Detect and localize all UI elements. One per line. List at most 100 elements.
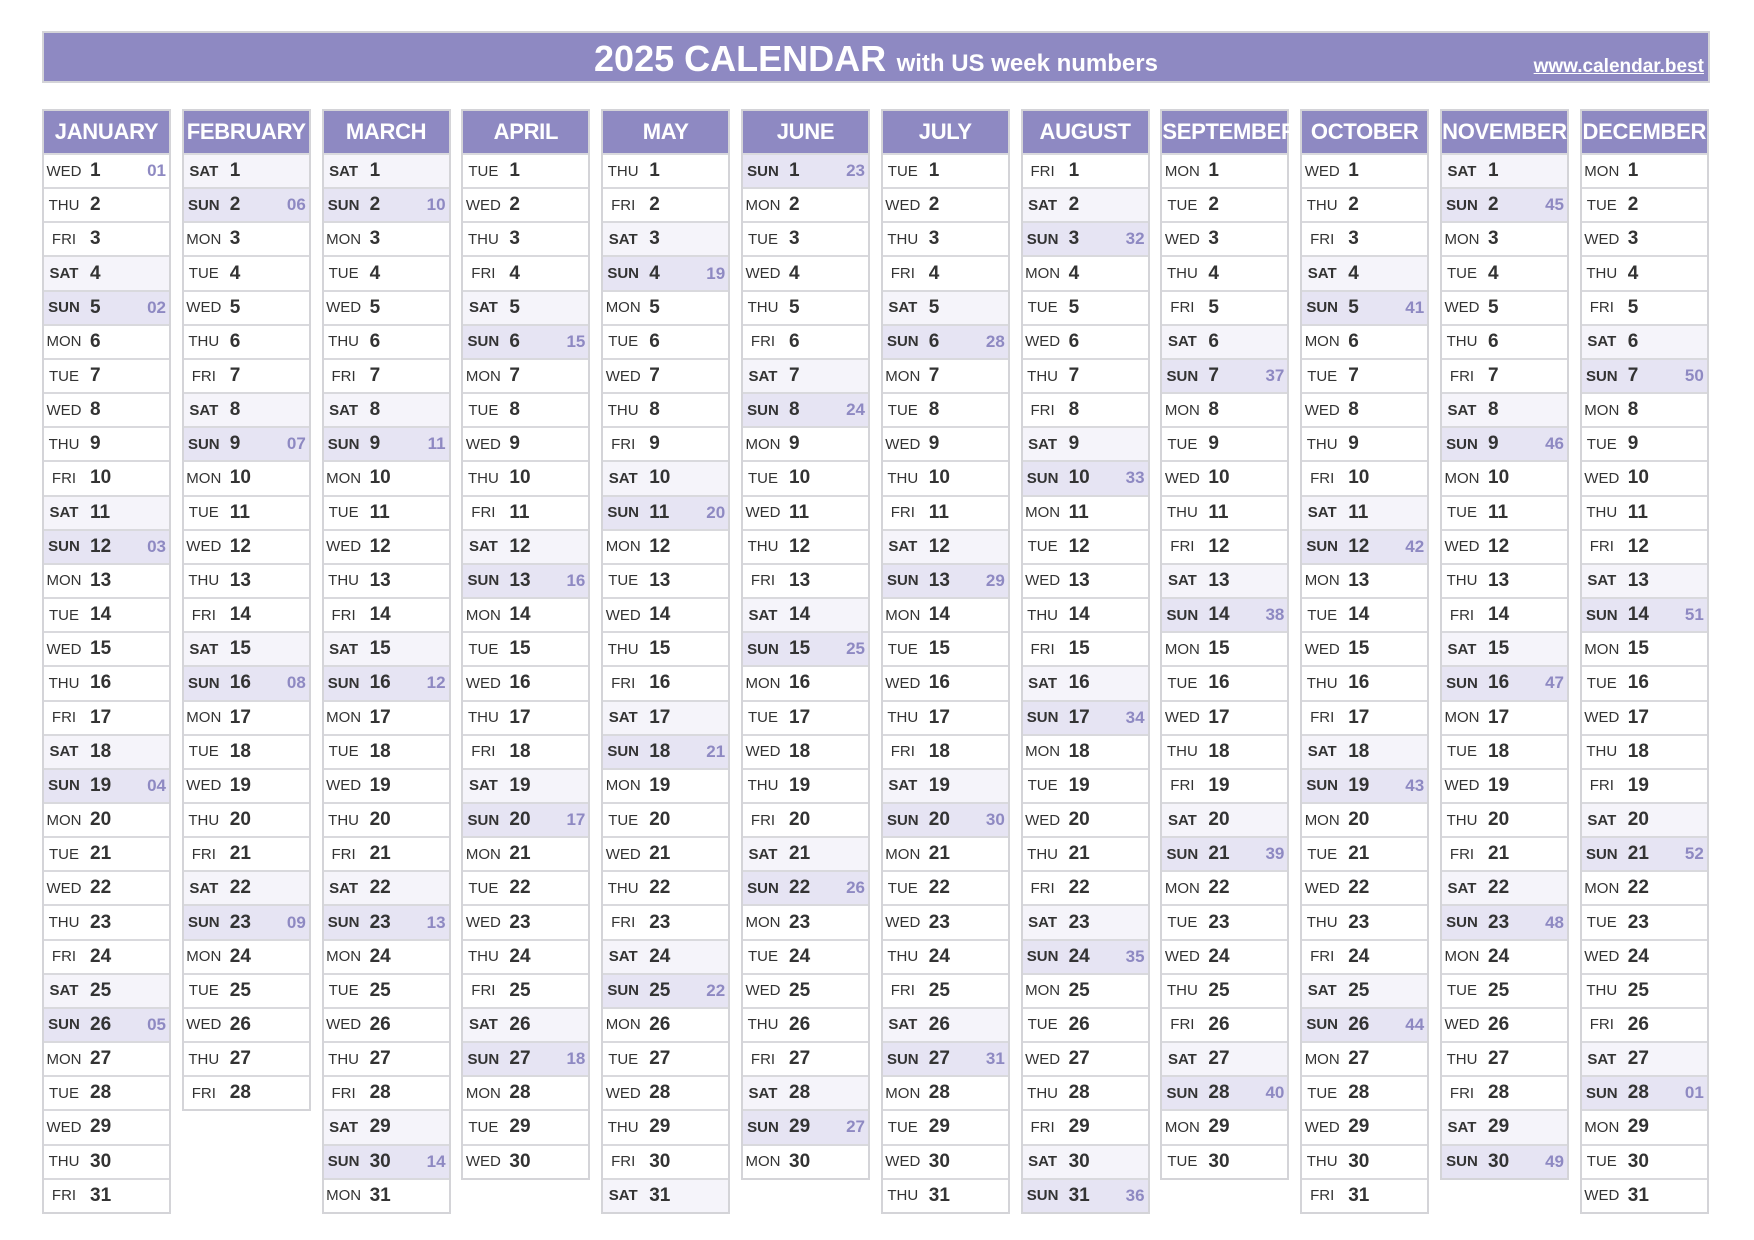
day-row: FRI 4 [882, 255, 1008, 289]
weekday-label: WED [1025, 333, 1061, 351]
day-row: THU 27 [323, 1041, 449, 1075]
day-number: 5 [509, 296, 520, 318]
day-number: 4 [789, 262, 800, 284]
day-row: WED 24 [1581, 938, 1707, 973]
day-row: SAT 11 [44, 494, 169, 529]
day-number: 25 [1488, 979, 1510, 1001]
day-number: 27 [928, 1048, 950, 1070]
week-number: 25 [846, 639, 865, 659]
day-number: 16 [229, 672, 251, 694]
day-row: MON 25 [1022, 972, 1148, 1007]
day-row: THU 30 [1302, 1143, 1428, 1178]
day-row: TUE 21 [44, 836, 169, 870]
day-number: 29 [1488, 1116, 1510, 1138]
day-row: SAT 18 [1302, 733, 1428, 768]
weekday-label: FRI [51, 1187, 77, 1205]
month-june: JUNE SUN 1 23 MON 2 TUE 3 WED 4 THU 5 FRI 6 SAT 7 SUN 8 24… [741, 109, 870, 1180]
day-number: 24 [509, 945, 531, 967]
day-number: 22 [1627, 877, 1649, 899]
weekday-label: MON [1164, 879, 1200, 897]
day-row: TUE 13 [603, 562, 729, 597]
day-row: WED 22 [1302, 870, 1428, 904]
weekday-label: THU [747, 777, 779, 795]
day-number: 30 [1627, 1150, 1649, 1172]
day-number: 20 [928, 809, 950, 831]
weekday-label: SUN [327, 435, 360, 453]
weekday-label: SAT [608, 469, 638, 487]
day-row: SUN 20 30 [882, 801, 1008, 837]
day-row: FRI 16 [603, 665, 729, 699]
day-row: MON 10 [1442, 460, 1567, 494]
day-row: SAT 26 [882, 1006, 1008, 1042]
day-row: SAT 28 [743, 1075, 868, 1110]
day-row: FRI 7 [1442, 357, 1567, 392]
day-number: 7 [649, 365, 660, 387]
weekday-label: MON [1164, 162, 1200, 180]
day-number: 12 [1488, 535, 1510, 557]
day-row: WED 5 [323, 289, 449, 324]
day-number: 8 [649, 399, 660, 421]
day-row: FRI 28 [323, 1075, 449, 1109]
weekday-label: MON [1584, 879, 1620, 897]
day-row: THU 15 [603, 631, 729, 665]
day-row: WED 15 [1302, 631, 1428, 665]
day-row: MON 21 [463, 836, 589, 870]
day-number: 1 [1208, 160, 1219, 182]
weekday-label: THU [1306, 914, 1338, 932]
weekday-label: FRI [51, 230, 77, 248]
day-number: 22 [1488, 877, 1510, 899]
weekday-label: FRI [611, 1153, 636, 1171]
week-number: 35 [1125, 946, 1145, 966]
day-number: 13 [649, 569, 671, 591]
month-header: FEBRUARY [183, 111, 309, 153]
day-row: TUE 8 [463, 392, 589, 426]
day-row: THU 5 [743, 289, 868, 324]
day-row: SAT 27 [1581, 1041, 1707, 1076]
week-number: 52 [1684, 844, 1704, 864]
weekday-label: THU [1027, 367, 1058, 385]
day-number: 30 [90, 1150, 112, 1172]
day-number: 25 [509, 979, 531, 1001]
day-number: 28 [369, 1082, 391, 1104]
day-row: MON 15 [1581, 631, 1707, 665]
day-number: 16 [649, 672, 671, 694]
weekday-label: FRI [471, 743, 496, 761]
day-number: 3 [1068, 228, 1080, 250]
weekday-label: FRI [1449, 845, 1475, 863]
day-number: 11 [1068, 501, 1089, 523]
day-row: WED 26 [183, 1006, 309, 1041]
day-row: MON 24 [323, 938, 449, 973]
weekday-label: FRI [1589, 777, 1614, 795]
website-link[interactable]: www.calendar.best [1533, 56, 1704, 77]
day-row: THU 24 [882, 938, 1008, 973]
day-number: 22 [369, 877, 391, 899]
weekday-label: SAT [1587, 1050, 1617, 1068]
day-row: FRI 18 [463, 733, 589, 768]
day-number: 24 [1627, 945, 1649, 967]
day-number: 1 [369, 160, 381, 182]
day-row: FRI 31 [44, 1177, 169, 1212]
day-number: 23 [789, 911, 811, 933]
day-number: 26 [1208, 1013, 1230, 1035]
week-number: 42 [1405, 536, 1425, 556]
weekday-label: TUE [608, 811, 639, 829]
weekday-label: TUE [1447, 982, 1477, 1000]
day-row: MON 7 [463, 357, 589, 392]
weekday-label: SUN [1306, 1016, 1339, 1034]
day-row: SAT 19 [882, 767, 1008, 802]
day-number: 27 [369, 1048, 391, 1070]
day-row: MON 16 [743, 665, 868, 699]
day-number: 30 [369, 1150, 391, 1172]
day-row: THU 12 [743, 528, 868, 563]
day-number: 5 [928, 296, 940, 318]
weekday-label: FRI [331, 367, 356, 385]
day-number: 3 [509, 228, 520, 250]
week-number: 34 [1125, 707, 1145, 727]
day-number: 18 [1208, 740, 1230, 762]
day-number: 4 [369, 262, 381, 284]
day-number: 15 [649, 638, 671, 660]
weekday-label: TUE [188, 265, 219, 283]
day-number: 2 [509, 194, 520, 216]
day-row: WED 3 [1581, 221, 1707, 255]
weekday-label: FRI [471, 982, 496, 1000]
